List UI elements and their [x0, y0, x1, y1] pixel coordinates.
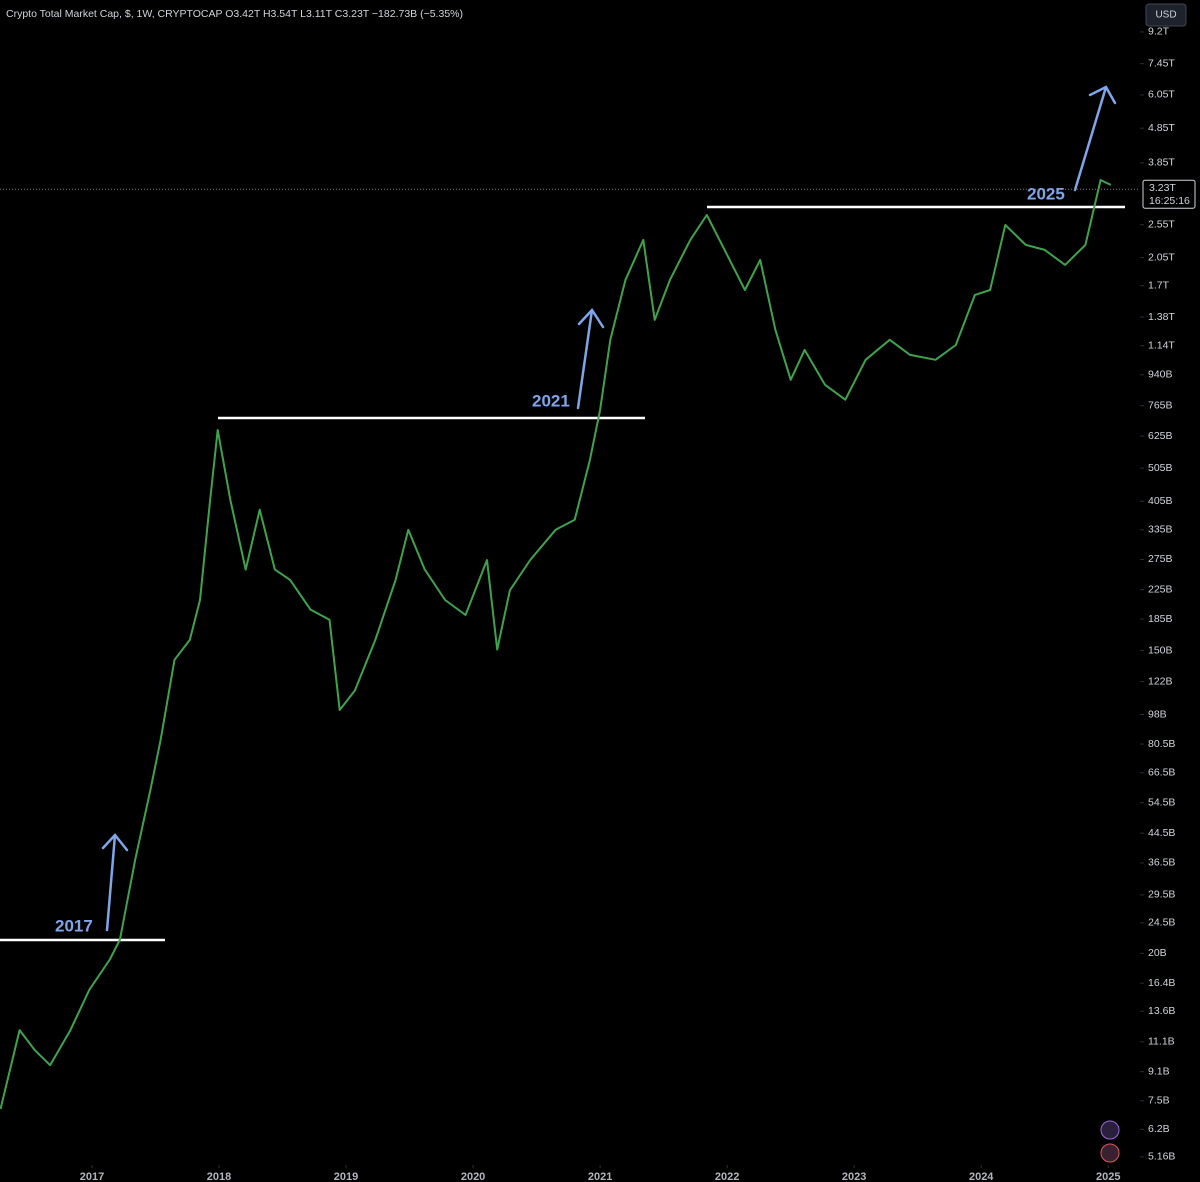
y-tick-label: 7.45T: [1148, 57, 1175, 69]
y-tick-label: 9.1B: [1148, 1065, 1170, 1077]
x-tick-label: 2022: [715, 1171, 739, 1182]
y-tick-label: 9.2T: [1148, 26, 1170, 38]
y-tick-label: 765B: [1148, 399, 1173, 411]
x-tick-label: 2020: [461, 1171, 485, 1182]
last-price-label: 3.23T: [1149, 182, 1176, 194]
y-tick-label: 6.2B: [1148, 1123, 1170, 1135]
y-tick-label: 44.5B: [1148, 827, 1175, 839]
y-tick-label: 505B: [1148, 462, 1173, 474]
currency-label: USD: [1155, 10, 1176, 21]
icon[interactable]: [1100, 1143, 1120, 1163]
y-tick-label: 625B: [1148, 430, 1173, 442]
last-price-box: [1142, 179, 1196, 209]
y-tick-label: 1.7T: [1148, 279, 1170, 291]
arrow: [1073, 85, 1117, 192]
annotation: 2025: [1027, 184, 1065, 203]
countdown: 16:25:16: [1149, 195, 1190, 207]
y-tick-label: 2.55T: [1148, 219, 1175, 231]
y-tick-label: 1.14T: [1148, 340, 1175, 352]
x-tick-label: 2019: [334, 1171, 358, 1182]
x-tick-label: 2018: [207, 1171, 231, 1182]
y-tick-label: 24.5B: [1148, 917, 1175, 929]
chart-title: Crypto Total Market Cap, $, 1W, CRYPTOCA…: [6, 8, 463, 20]
y-tick-label: 185B: [1148, 613, 1173, 625]
y-tick-label: 335B: [1148, 524, 1173, 536]
y-tick-label: 275B: [1148, 553, 1173, 565]
y-tick-label: 16.4B: [1148, 977, 1175, 989]
y-tick-label: 3.85T: [1148, 157, 1175, 169]
arrow: [576, 307, 605, 410]
y-tick-label: 98B: [1148, 708, 1167, 720]
y-tick-label: 940B: [1148, 369, 1173, 381]
y-tick-label: 66.5B: [1148, 767, 1175, 779]
icon[interactable]: [1100, 1120, 1120, 1140]
price-line: [0, 179, 1112, 1110]
y-tick-label: 4.85T: [1148, 122, 1175, 134]
y-tick-label: 2.05T: [1148, 251, 1175, 263]
x-tick-label: 2025: [1096, 1171, 1120, 1182]
y-tick-label: 7.5B: [1148, 1095, 1170, 1107]
x-tick-label: 2024: [969, 1171, 994, 1182]
y-tick-label: 405B: [1148, 495, 1173, 507]
currency-button[interactable]: [1145, 3, 1187, 27]
y-tick-label: 11.1B: [1148, 1036, 1175, 1048]
y-tick-label: 13.6B: [1148, 1005, 1175, 1017]
annotation: 2021: [532, 391, 570, 410]
y-tick-label: 1.38T: [1148, 311, 1175, 323]
y-tick-label: 36.5B: [1148, 857, 1175, 869]
annotation: 2017: [55, 916, 93, 935]
arrows: [101, 85, 1117, 932]
y-tick-label: 29.5B: [1148, 889, 1175, 901]
y-tick-label: 150B: [1148, 644, 1173, 656]
y-tick-label: 5.16B: [1148, 1151, 1175, 1163]
y-tick-label: 54.5B: [1148, 796, 1175, 808]
y-tick-label: 20B: [1148, 947, 1167, 959]
x-tick-label: 2023: [842, 1171, 866, 1182]
y-tick-label: 80.5B: [1148, 738, 1175, 750]
y-tick-label: 122B: [1148, 675, 1173, 687]
arrow: [101, 833, 129, 932]
x-tick-label: 2021: [588, 1171, 612, 1182]
y-tick-label: 225B: [1148, 583, 1173, 595]
x-tick-label: 2017: [80, 1171, 104, 1182]
y-tick-label: 6.05T: [1148, 89, 1175, 101]
